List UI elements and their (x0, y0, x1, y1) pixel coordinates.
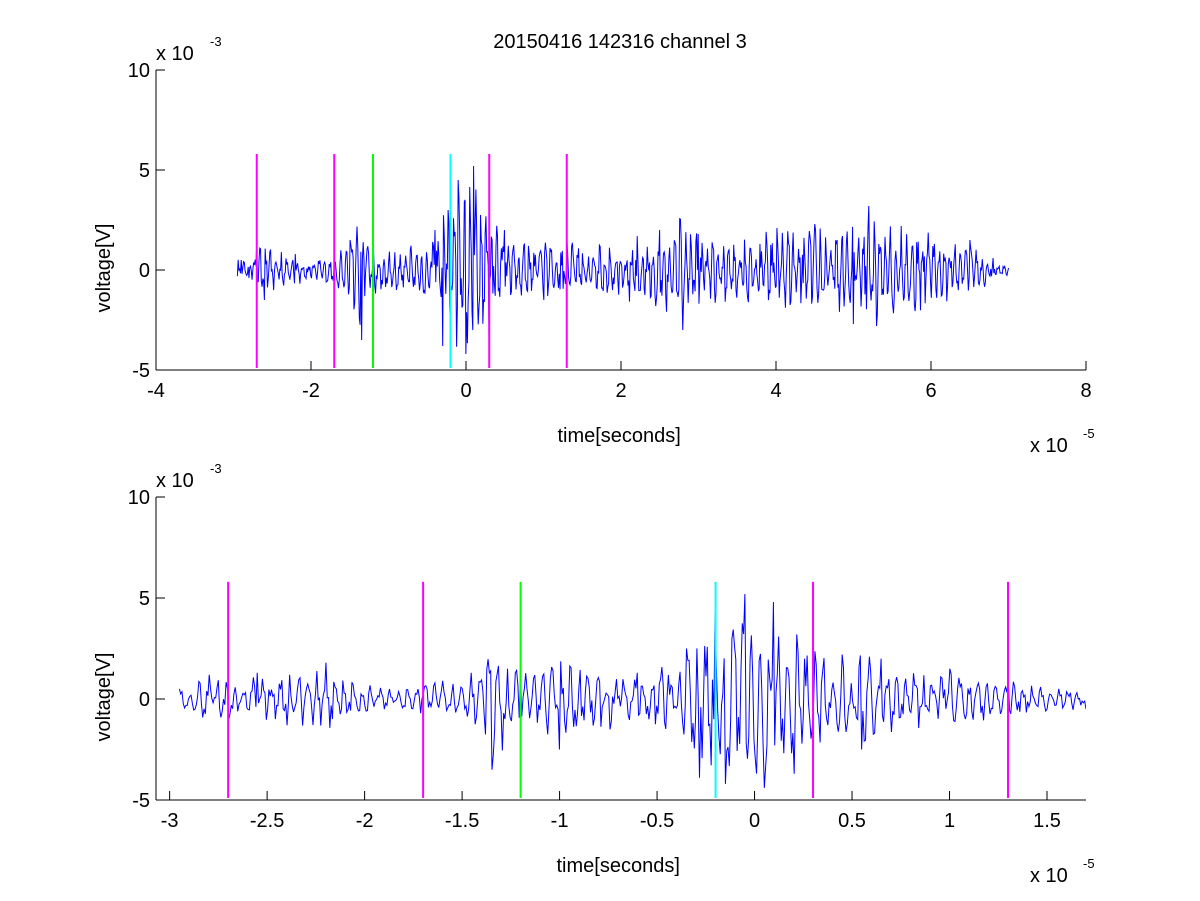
x-tick-label: 0 (460, 380, 471, 402)
x-tick-label: 2 (615, 380, 626, 402)
y-tick-label: -5 (132, 790, 150, 812)
y-multiplier-exponent: -3 (210, 461, 222, 476)
x-tick-label: -2 (356, 810, 374, 832)
signal-series (236, 165, 1009, 355)
x-axis-label: time[seconds] (557, 855, 680, 877)
x-tick-label: 4 (770, 380, 781, 402)
y-tick-label: 10 (128, 60, 150, 82)
x-tick-label: 0.5 (838, 810, 866, 832)
x-multiplier-exponent: -5 (1083, 856, 1095, 871)
bottom-axes: -3 -2.5 -2 -1.5 -1 -0.5 0 0.5 1 1.5 -5 0 5 10 time[sec… (93, 461, 1095, 887)
x-tick-label: -1 (551, 810, 569, 832)
x-tick-label: -2.5 (250, 810, 284, 832)
y-axis-label: voltage[V] (93, 224, 115, 313)
x-multiplier-exponent: -5 (1083, 426, 1095, 441)
x-tick-label: -2 (302, 380, 320, 402)
x-axis-label: time[seconds] (557, 425, 680, 447)
x-tick-label: -4 (147, 380, 165, 402)
x-tick-label: 6 (925, 380, 936, 402)
x-multiplier: x 10 (1030, 435, 1068, 457)
x-tick-label: -0.5 (640, 810, 674, 832)
x-tick-label: 1 (944, 810, 955, 832)
y-multiplier: x 10 (156, 470, 194, 492)
x-tick-label: 8 (1080, 380, 1091, 402)
x-tick-label: 0 (749, 810, 760, 832)
x-tick-label: 1.5 (1033, 810, 1061, 832)
x-tick-label: -3 (161, 810, 179, 832)
y-tick-label: 0 (139, 260, 150, 282)
y-tick-label: 5 (139, 588, 150, 610)
y-axis-label: voltage[V] (93, 653, 115, 742)
signal-series (178, 593, 1086, 788)
y-tick-label: 10 (128, 487, 150, 509)
figure-title: 20150416 142316 channel 3 (493, 31, 747, 53)
x-multiplier: x 10 (1030, 865, 1068, 887)
y-tick-label: 0 (139, 689, 150, 711)
y-multiplier: x 10 (156, 43, 194, 65)
y-tick-label: -5 (132, 360, 150, 382)
y-multiplier-exponent: -3 (210, 34, 222, 49)
y-tick-label: 5 (139, 160, 150, 182)
top-axes: -4 -2 0 2 4 6 8 -5 0 5 10 time[seconds] voltage[V] x … (93, 34, 1095, 457)
x-tick-label: -1.5 (445, 810, 479, 832)
